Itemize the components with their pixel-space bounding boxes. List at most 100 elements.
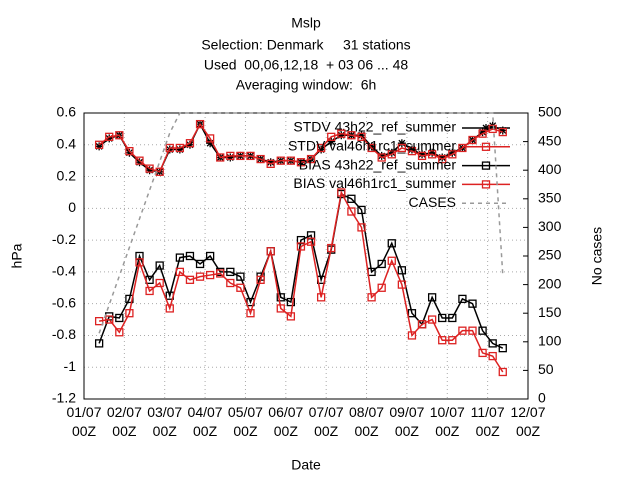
marker (105, 315, 114, 324)
y-tick-label: -0.6 (52, 294, 76, 310)
marker (357, 132, 366, 141)
marker (216, 269, 225, 278)
marker (236, 272, 245, 281)
marker (95, 142, 104, 151)
marker (115, 313, 124, 323)
marker (468, 135, 477, 145)
marker (448, 313, 457, 323)
x-tick-label: 04/07 00Z (187, 404, 223, 439)
marker (428, 148, 437, 157)
x-tick-label: 07/07 00Z (308, 404, 344, 439)
y2-tick-label: 0 (538, 390, 546, 406)
y-tick-label: -0.8 (52, 326, 76, 342)
y2-tick-label: 100 (538, 333, 562, 349)
marker (468, 299, 477, 308)
marker (105, 132, 114, 141)
marker (185, 275, 195, 284)
marker (458, 294, 467, 304)
marker (195, 272, 205, 281)
marker (236, 283, 245, 292)
marker (427, 315, 437, 324)
marker (256, 275, 265, 284)
marker (482, 124, 490, 132)
marker (438, 154, 447, 164)
marker (175, 143, 185, 153)
chart-subtitle: Selection: Denmark 31 stations (201, 37, 410, 53)
marker (266, 158, 275, 167)
marker (397, 139, 406, 148)
marker (377, 153, 386, 162)
series (94, 188, 507, 377)
marker (185, 139, 195, 148)
series (98, 112, 504, 334)
marker (155, 261, 164, 270)
marker (438, 336, 447, 345)
marker (367, 293, 376, 302)
marker (185, 140, 194, 149)
marker (286, 297, 296, 307)
marker (498, 127, 507, 137)
y2-tick-label: 400 (538, 161, 562, 177)
y-tick-label: -0.4 (52, 263, 76, 279)
marker (175, 267, 185, 277)
marker (226, 151, 235, 161)
marker (306, 154, 316, 164)
marker (286, 156, 296, 165)
marker (481, 180, 491, 189)
y-tick-label: -1 (64, 358, 77, 374)
marker (316, 293, 326, 302)
marker (145, 164, 154, 173)
y2-axis-label: No cases (589, 227, 605, 285)
marker (276, 156, 285, 165)
chart-subtitle: Averaging window: 6h (236, 77, 377, 93)
y2-tick-label: 450 (538, 132, 562, 148)
marker (94, 316, 104, 326)
x-tick-label: 10/07 00Z (429, 404, 465, 439)
marker (206, 139, 215, 148)
marker (427, 150, 437, 159)
marker (276, 304, 285, 313)
marker (165, 143, 174, 153)
marker (205, 134, 215, 143)
marker (417, 151, 427, 161)
marker (125, 146, 134, 156)
marker (327, 243, 336, 253)
marker (418, 150, 427, 159)
legend-label: BIAS 43h22_ref_summer (299, 156, 457, 172)
marker (327, 132, 336, 141)
marker (448, 148, 457, 157)
x-tick-label: 12/07 00Z (510, 404, 546, 439)
y2-tick-label: 250 (538, 247, 562, 263)
marker (448, 336, 457, 345)
marker (377, 259, 386, 269)
x-tick-label: 09/07 00Z (389, 404, 425, 439)
x-tick-label: 03/07 00Z (147, 404, 183, 439)
marker (458, 326, 467, 335)
marker (458, 143, 467, 153)
marker (317, 145, 326, 154)
marker (478, 128, 487, 137)
marker (478, 348, 487, 358)
marker (337, 131, 346, 140)
marker (367, 142, 376, 151)
marker (175, 145, 184, 154)
marker (236, 151, 245, 161)
marker (438, 313, 447, 323)
marker (266, 159, 275, 168)
series-line (98, 112, 504, 334)
marker (357, 131, 366, 140)
marker (125, 309, 134, 318)
marker (337, 188, 346, 197)
x-tick-label: 01/07 00Z (66, 404, 102, 439)
marker (337, 129, 346, 138)
y-tick-label: -1.2 (52, 390, 76, 406)
marker (94, 140, 104, 149)
marker (135, 156, 144, 165)
marker (155, 278, 164, 288)
marker (165, 304, 174, 313)
marker (145, 166, 154, 175)
marker (498, 367, 507, 377)
marker (488, 124, 497, 134)
marker (367, 143, 376, 153)
